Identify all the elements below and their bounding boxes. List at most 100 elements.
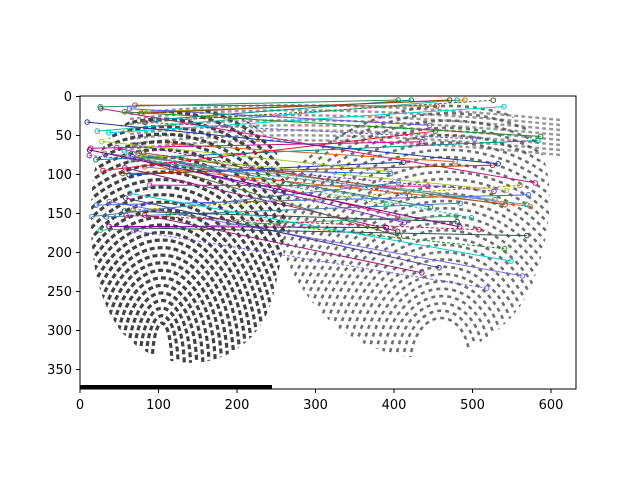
match-line bbox=[134, 144, 410, 197]
ridge-line bbox=[90, 223, 255, 363]
keypoint-marker bbox=[471, 136, 478, 142]
ridge-line bbox=[90, 140, 287, 363]
match-line bbox=[144, 166, 531, 207]
keypoint-marker bbox=[446, 97, 453, 103]
ridge-line bbox=[338, 243, 542, 358]
keypoint-marker bbox=[94, 128, 101, 134]
keypoint-marker bbox=[140, 150, 147, 156]
keypoint-marker bbox=[537, 133, 544, 140]
keypoint-marker bbox=[153, 116, 159, 123]
match-line bbox=[124, 111, 541, 137]
keypoint-marker bbox=[146, 182, 153, 188]
axes-frame bbox=[79, 95, 577, 390]
ridge-line bbox=[268, 170, 550, 358]
y-tick-label: 300 bbox=[47, 324, 72, 339]
y-tick-150: 150 bbox=[47, 207, 80, 222]
keypoint-marker bbox=[97, 104, 103, 110]
x-axis: 0 100 200 300 400 500 600 bbox=[76, 389, 563, 413]
match-line bbox=[141, 99, 450, 114]
y-tick-label: 50 bbox=[55, 129, 72, 144]
keypoint-marker bbox=[491, 196, 498, 203]
x-tick-label: 200 bbox=[225, 398, 250, 413]
keypoint-marker bbox=[141, 212, 148, 218]
ridge-line bbox=[324, 228, 550, 358]
keypoint-marker bbox=[119, 170, 126, 177]
keypoint-marker bbox=[501, 245, 508, 252]
keypoint-marker bbox=[453, 213, 460, 219]
keypoint-marker bbox=[483, 285, 490, 292]
match-line bbox=[104, 152, 495, 201]
match-line bbox=[170, 143, 456, 163]
ridge-line bbox=[129, 134, 561, 152]
match-line bbox=[124, 210, 458, 223]
keypoint-marker bbox=[122, 195, 129, 201]
keypoint-marker bbox=[490, 97, 497, 104]
ridge-line bbox=[94, 253, 230, 363]
ridge-line bbox=[387, 294, 493, 358]
keypoint-marker bbox=[106, 223, 112, 230]
ridge-line bbox=[129, 129, 561, 147]
ridge-line bbox=[129, 124, 561, 142]
x-tick-100: 100 bbox=[146, 389, 171, 413]
y-tick-50: 50 bbox=[55, 129, 80, 144]
match-line bbox=[101, 141, 390, 173]
keypoint-marker bbox=[501, 103, 507, 110]
match-line bbox=[106, 202, 461, 218]
keypoint-marker bbox=[454, 97, 460, 103]
match-line bbox=[126, 227, 527, 237]
x-tick-label: 0 bbox=[76, 398, 84, 413]
ridge-line bbox=[310, 214, 550, 358]
y-tick-200: 200 bbox=[47, 246, 80, 261]
ridge-line bbox=[138, 306, 186, 363]
ridge-line bbox=[90, 185, 286, 363]
keypoint-marker bbox=[86, 152, 93, 159]
ridge-line bbox=[129, 114, 561, 132]
match-line bbox=[137, 158, 400, 237]
keypoint-marker bbox=[519, 273, 526, 279]
keypoint-marker bbox=[408, 97, 415, 103]
match-line bbox=[144, 99, 494, 123]
match-line bbox=[91, 182, 399, 218]
match-line bbox=[144, 214, 422, 274]
x-tick-0: 0 bbox=[76, 389, 84, 413]
match-line bbox=[126, 214, 480, 231]
ridge-line bbox=[90, 147, 287, 363]
keypoint-marker bbox=[98, 138, 105, 145]
keypoint-marker bbox=[502, 201, 508, 208]
keypoint-marker bbox=[93, 156, 99, 163]
keypoint-marker bbox=[105, 129, 112, 136]
match-line bbox=[89, 149, 460, 228]
ridge-line bbox=[131, 298, 193, 363]
match-line bbox=[109, 225, 387, 229]
match-line bbox=[129, 192, 512, 262]
x-tick-label: 100 bbox=[146, 398, 171, 413]
match-line bbox=[127, 155, 387, 206]
keypoint-marker bbox=[168, 166, 175, 172]
y-tick-label: 100 bbox=[47, 168, 72, 183]
x-tick-400: 400 bbox=[382, 389, 406, 413]
keypoint-marker bbox=[523, 232, 530, 239]
match-line bbox=[87, 121, 499, 165]
ridge-line bbox=[303, 207, 550, 358]
x-tick-label: 500 bbox=[460, 398, 485, 413]
keypoint-marker bbox=[126, 105, 133, 112]
match-line bbox=[97, 99, 458, 132]
match-line bbox=[124, 150, 472, 219]
keypoint-marker bbox=[517, 182, 523, 189]
keypoint-marker bbox=[86, 147, 93, 153]
keypoint-marker bbox=[508, 258, 514, 264]
keypoint-marker bbox=[426, 122, 433, 129]
keypoint-marker bbox=[395, 179, 402, 186]
keypoint-marker bbox=[165, 211, 172, 217]
keypoint-marker bbox=[525, 192, 532, 198]
ridge-line bbox=[90, 230, 248, 363]
keypoint-marker bbox=[84, 119, 90, 125]
ridge-line bbox=[90, 193, 279, 363]
keypoint-marker bbox=[97, 227, 104, 233]
keypoint-marker bbox=[127, 156, 134, 163]
ridge-line bbox=[262, 148, 550, 358]
x-tick-600: 600 bbox=[539, 389, 563, 413]
match-line bbox=[102, 130, 436, 172]
keypoint-marker bbox=[126, 172, 132, 178]
